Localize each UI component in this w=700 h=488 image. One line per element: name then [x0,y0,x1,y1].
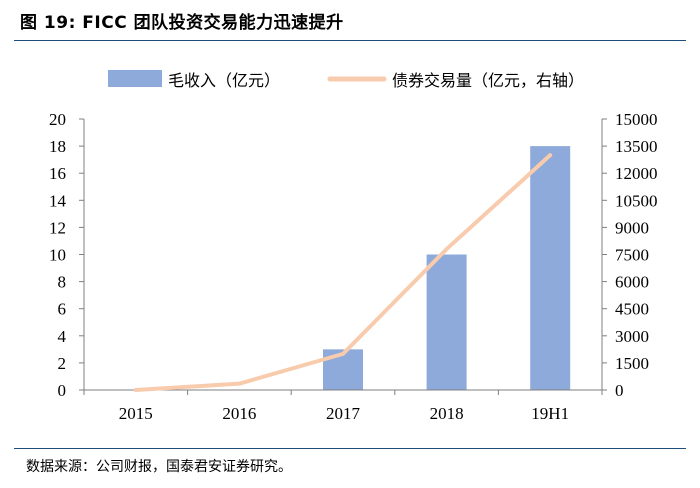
y-left-ticks: 0 2 4 6 8 10 12 14 16 18 20 [49,110,84,400]
y-right-tick-label: 4500 [615,300,649,319]
y-left-tick-label: 2 [58,354,67,373]
source-rule [14,448,686,449]
x-tick-label: 2018 [430,404,464,423]
y-left-tick-label: 18 [49,137,66,156]
x-ticks: 2015 2016 2017 2018 19H1 [83,390,603,423]
y-right-tick-label: 13500 [615,137,658,156]
x-tick-label: 19H1 [531,404,569,423]
y-left-tick-label: 10 [49,246,66,265]
x-tick-label: 2017 [326,404,361,423]
y-left-tick-label: 12 [49,218,66,237]
y-right-tick-label: 15000 [615,110,658,129]
y-right-tick-label: 0 [615,381,624,400]
y-left-tick-label: 14 [49,191,67,210]
y-right-ticks: 0 1500 3000 4500 6000 7500 9000 10500 12000 13500… [602,110,658,400]
line-series [133,153,553,392]
y-left-tick-label: 16 [49,164,66,183]
y-right-tick-label: 9000 [615,218,649,237]
line-path [133,153,553,392]
bar-series [323,146,571,390]
figure-title: 图 19: FICC 团队投资交易能力迅速提升 [20,13,344,33]
legend: 毛收入（亿元） 债券交易量（亿元，右轴） [108,70,584,90]
y-left-tick-label: 4 [58,327,67,346]
bar-2018 [426,254,467,390]
y-left-tick-label: 8 [58,273,67,292]
y-right-tick-label: 7500 [615,246,649,265]
y-right-tick-label: 10500 [615,191,658,210]
x-tick-label: 2016 [222,404,256,423]
legend-bar-swatch [108,70,162,87]
legend-line-label: 债券交易量（亿元，右轴） [392,71,584,90]
title-rule [14,40,686,41]
y-left-tick-label: 20 [49,110,66,129]
y-left-tick-label: 6 [58,300,67,319]
y-right-tick-label: 6000 [615,273,649,292]
bar-19H1 [530,146,571,390]
y-right-tick-label: 1500 [615,354,649,373]
y-right-tick-label: 12000 [615,164,658,183]
x-tick-label: 2015 [119,404,153,423]
legend-bar-label: 毛收入（亿元） [168,71,280,90]
source-note: 数据来源：公司财报，国泰君安证券研究。 [26,459,292,475]
y-right-tick-label: 3000 [615,327,649,346]
y-left-tick-label: 0 [58,381,67,400]
